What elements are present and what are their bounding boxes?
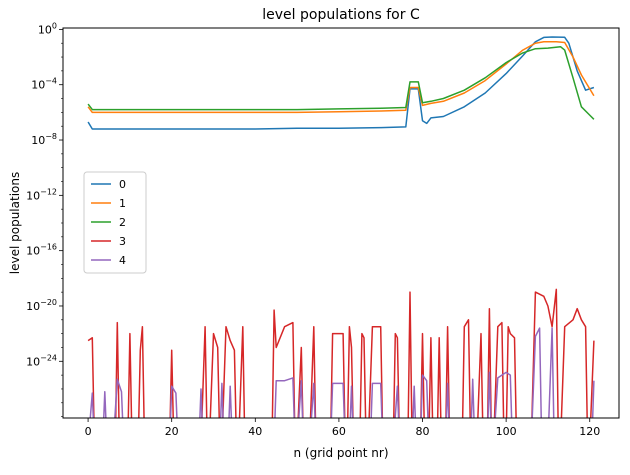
legend-label: 4 <box>119 254 126 267</box>
series-layer <box>87 36 595 418</box>
legend-label: 1 <box>119 197 126 210</box>
y-axis: 100 10−4 10−8 10−12 10−16 10−20 10−24 <box>26 21 63 417</box>
y-tick-label: 10−8 <box>31 132 57 147</box>
y-tick-label: 10−16 <box>26 243 57 258</box>
x-axis: 0 20 40 60 80 100 120 <box>85 418 600 438</box>
series-line-2 <box>87 45 595 120</box>
series-line-0 <box>87 36 595 130</box>
x-tick-label: 120 <box>579 425 600 438</box>
x-tick-label: 100 <box>496 425 517 438</box>
series-line-4 <box>89 327 595 418</box>
x-tick-label: 40 <box>248 425 262 438</box>
y-tick-label: 10−24 <box>26 353 57 368</box>
legend: 0 1 2 3 4 <box>83 171 147 274</box>
legend-label: 0 <box>119 178 126 191</box>
series-line-3 <box>87 288 595 418</box>
legend-box <box>83 171 147 274</box>
x-tick-label: 20 <box>165 425 179 438</box>
x-tick-label: 60 <box>332 425 346 438</box>
y-tick-label: 10−4 <box>31 77 57 92</box>
x-tick-label: 0 <box>85 425 92 438</box>
y-tick-label: 100 <box>38 21 57 36</box>
legend-label: 2 <box>119 216 126 229</box>
y-tick-label: 10−20 <box>26 298 57 313</box>
x-tick-label: 80 <box>416 425 430 438</box>
y-tick-label: 10−12 <box>26 187 57 202</box>
y-axis-label: level populations <box>8 172 22 274</box>
series-line-1 <box>87 41 595 114</box>
chart-title: level populations for C <box>262 7 420 23</box>
x-axis-label: n (grid point nr) <box>293 446 388 460</box>
legend-label: 3 <box>119 235 126 248</box>
